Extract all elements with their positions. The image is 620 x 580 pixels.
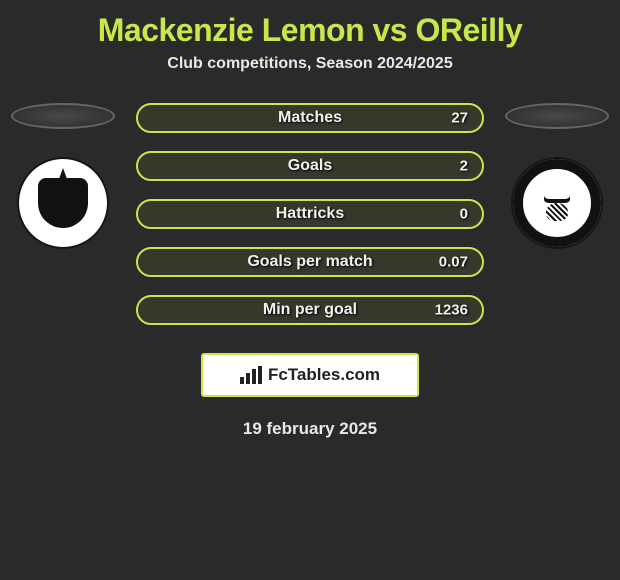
date-label: 19 february 2025 (0, 419, 620, 439)
stat-value: 27 (451, 110, 468, 127)
stat-label: Hattricks (276, 205, 344, 223)
player-placeholder-right (505, 103, 609, 129)
thistle-icon (542, 185, 572, 221)
right-player-column (502, 103, 612, 247)
stat-value: 1236 (435, 302, 468, 319)
page-title: Mackenzie Lemon vs OReilly (0, 0, 620, 55)
stat-value: 0.07 (439, 254, 468, 271)
brand-text: FcTables.com (268, 365, 380, 385)
stat-label: Min per goal (263, 301, 357, 319)
bar-chart-icon (240, 366, 262, 384)
comparison-content: Matches 27 Goals 2 Hattricks 0 Goals per… (0, 103, 620, 325)
crest-shape-icon (38, 178, 88, 228)
stat-label: Goals (288, 157, 332, 175)
stat-value: 0 (460, 206, 468, 223)
club-crest-right (513, 159, 601, 247)
stat-value: 2 (460, 158, 468, 175)
stat-row-min-per-goal: Min per goal 1236 (136, 295, 484, 325)
brand-badge[interactable]: FcTables.com (201, 353, 419, 397)
stats-column: Matches 27 Goals 2 Hattricks 0 Goals per… (136, 103, 484, 325)
stat-row-hattricks: Hattricks 0 (136, 199, 484, 229)
stat-label: Matches (278, 109, 342, 127)
page-subtitle: Club competitions, Season 2024/2025 (0, 55, 620, 73)
club-crest-left (19, 159, 107, 247)
stat-label: Goals per match (247, 253, 372, 271)
stat-row-goals-per-match: Goals per match 0.07 (136, 247, 484, 277)
stat-row-matches: Matches 27 (136, 103, 484, 133)
stat-row-goals: Goals 2 (136, 151, 484, 181)
left-player-column (8, 103, 118, 247)
player-placeholder-left (11, 103, 115, 129)
